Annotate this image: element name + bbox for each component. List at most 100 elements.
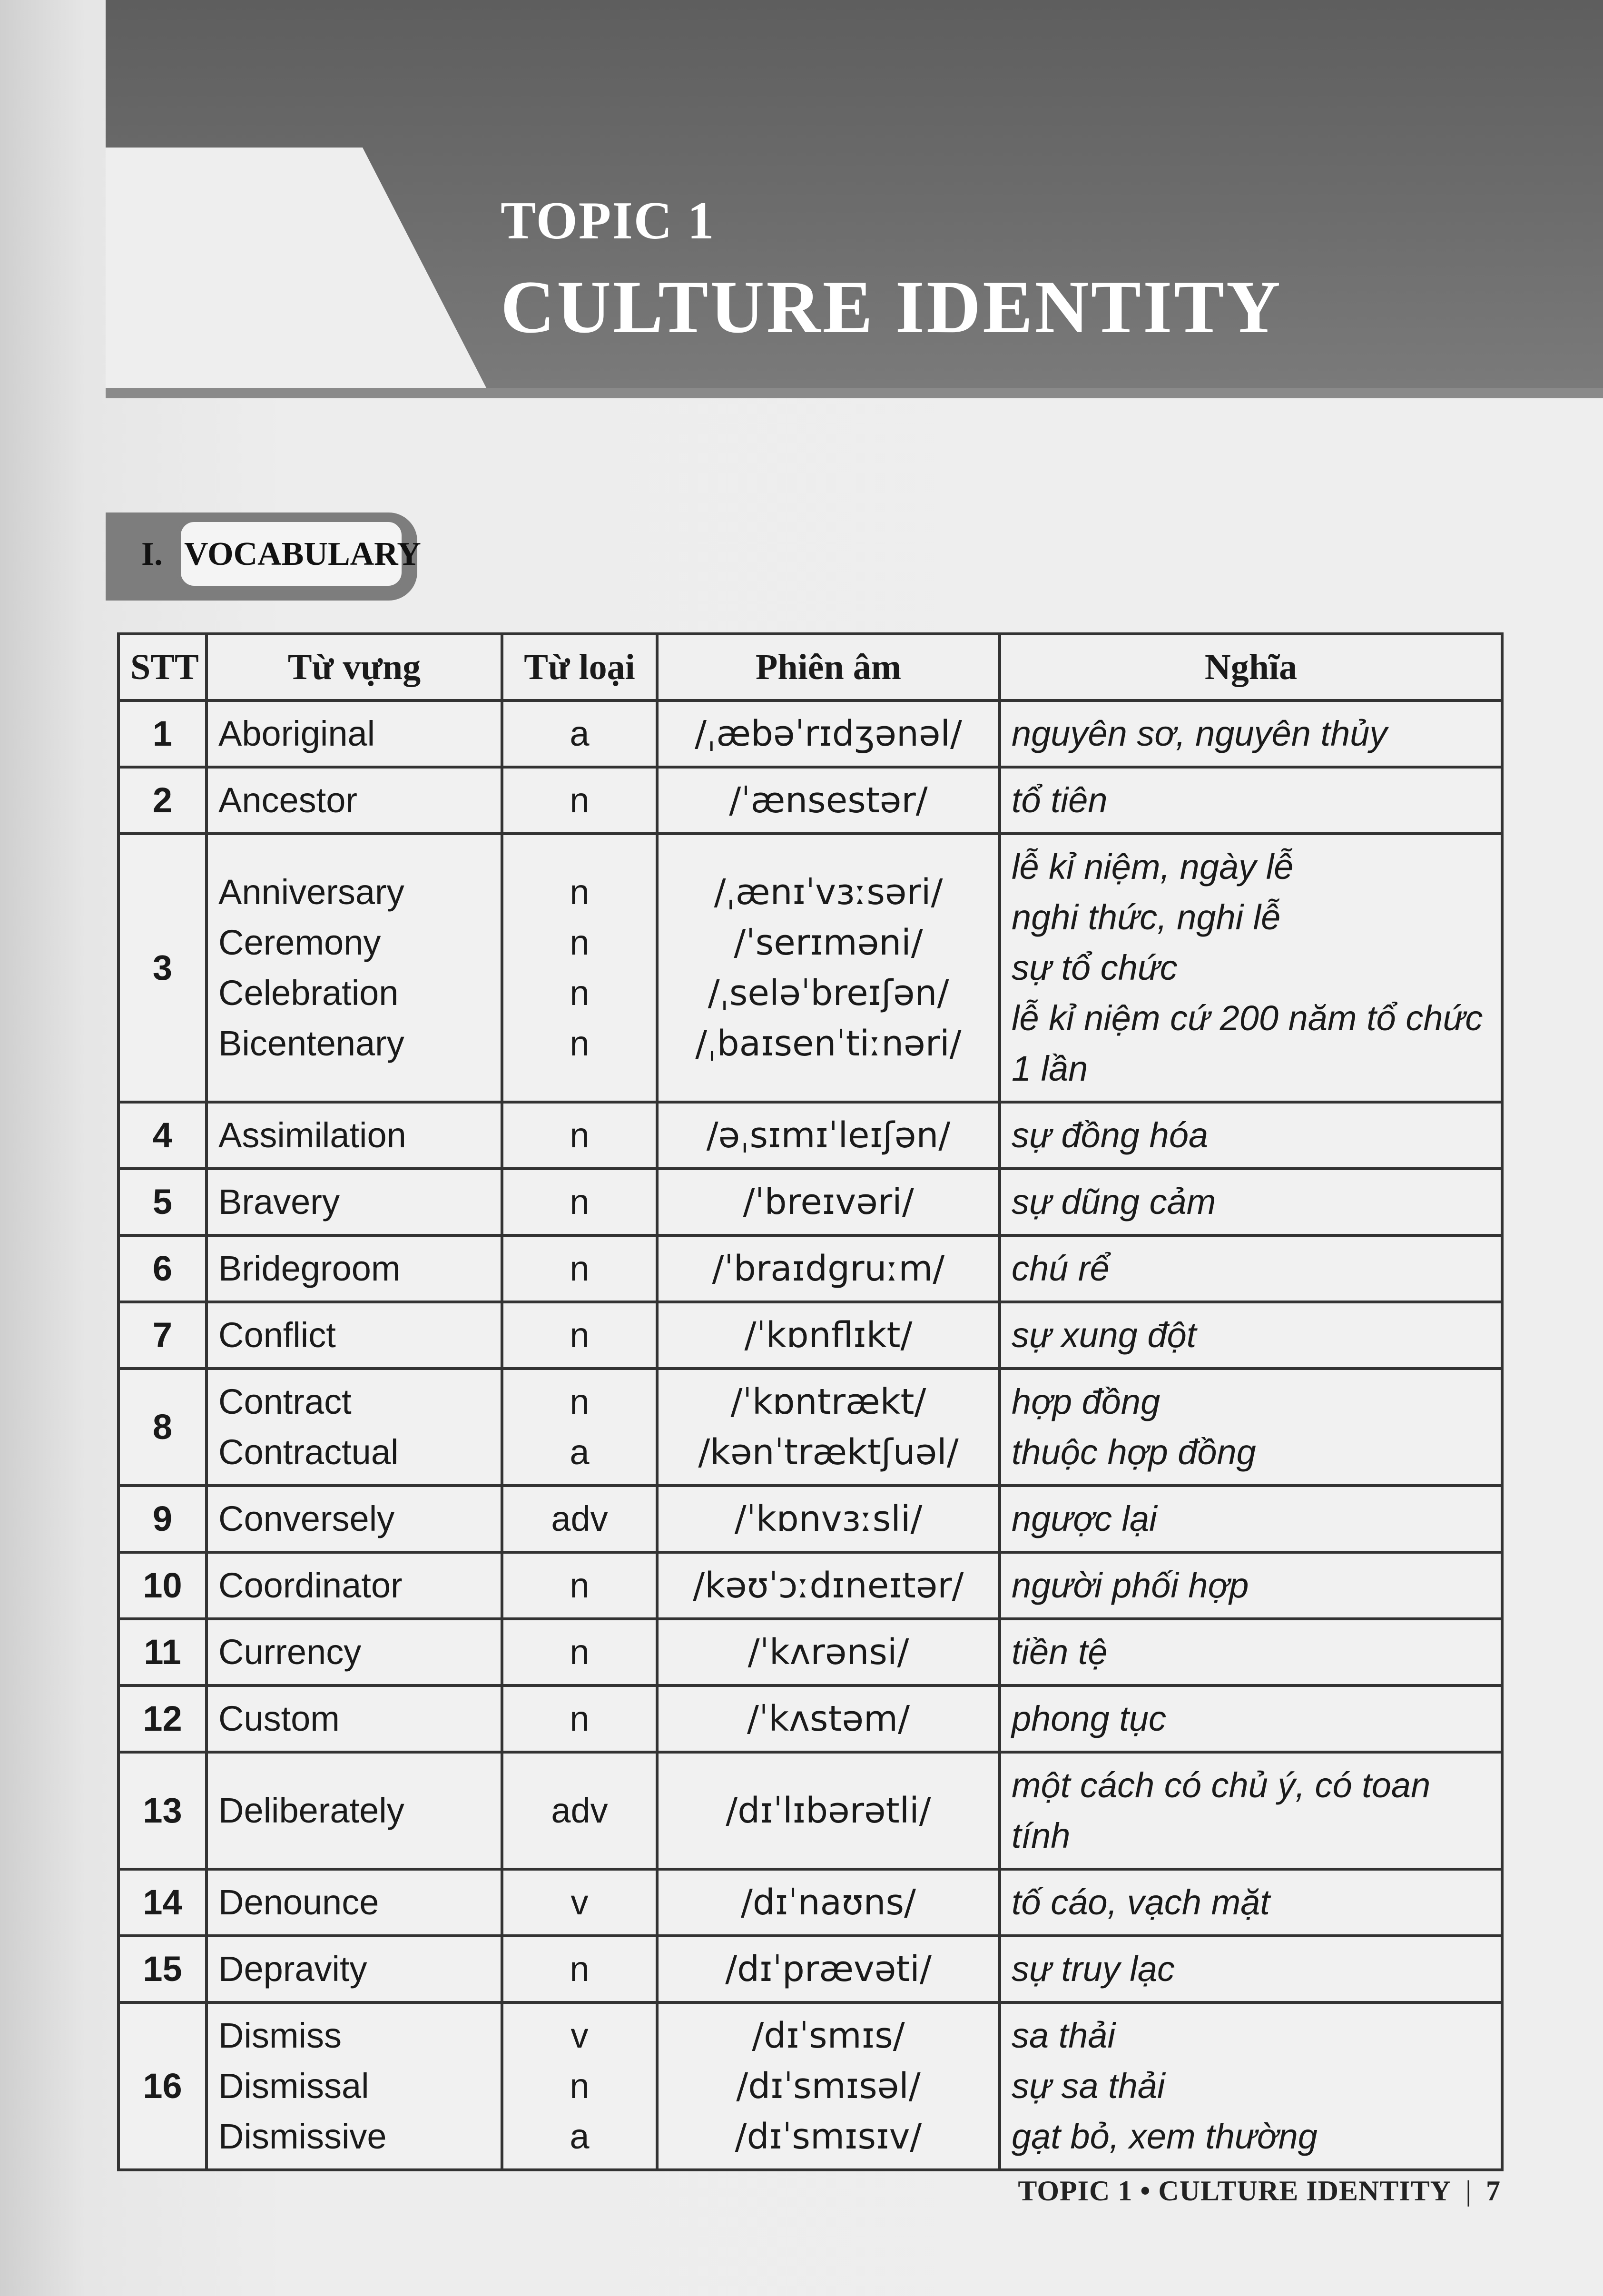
cell-meaning: ngược lại bbox=[998, 1484, 1504, 1554]
cell-pronunciation: /ˈkɒntrækt/ /kənˈtræktʃuəl/ bbox=[656, 1367, 1001, 1487]
table-header-row: STT Từ vựng Từ loại Phiên âm Nghĩa bbox=[117, 632, 1504, 702]
cell-word-line: Custom bbox=[218, 1699, 340, 1738]
cell-stt: 6 bbox=[117, 1234, 208, 1303]
table-row: 9 Conversely adv/ˈkɒnvɜːsli/ngược lại bbox=[117, 1484, 1504, 1554]
cell-meaning-line: sự đồng hóa bbox=[1012, 1115, 1209, 1155]
cell-meaning-line: sự truy lạc bbox=[1012, 1949, 1175, 1989]
topic-label: TOPIC 1 bbox=[501, 191, 715, 250]
cell-pronunciation-line: /ˌbaɪsenˈtiːnəri/ bbox=[695, 1023, 962, 1064]
cell-part-of-speech-line: adv bbox=[551, 1499, 608, 1538]
cell-word-line: Dismissal bbox=[218, 2066, 369, 2106]
cell-part-of-speech: n bbox=[501, 1301, 659, 1370]
cell-word-line: Contractual bbox=[218, 1432, 399, 1472]
cell-part-of-speech: n bbox=[501, 1934, 659, 2004]
cell-meaning-line: người phối hợp bbox=[1012, 1566, 1249, 1605]
cell-part-of-speech: n bbox=[501, 1551, 659, 1620]
cell-word-line: Ceremony bbox=[218, 923, 381, 962]
cell-pronunciation: /dɪˈnaʊns/ bbox=[656, 1868, 1001, 1937]
cell-stt: 7 bbox=[117, 1301, 208, 1370]
cell-meaning-line: lễ kỉ niệm, ngày lễ bbox=[1012, 847, 1294, 887]
cell-stt: 11 bbox=[117, 1617, 208, 1687]
cell-stt: 13 bbox=[117, 1751, 208, 1871]
cell-word-line: Bravery bbox=[218, 1182, 340, 1222]
cell-word: Custom bbox=[205, 1684, 503, 1754]
table-row: 15 Depravity n/dɪˈprævəti/sự truy lạc bbox=[117, 1934, 1504, 2004]
cell-word-line: Bridegroom bbox=[218, 1249, 401, 1288]
cell-stt: 3 bbox=[117, 832, 208, 1104]
cell-meaning-line: tổ tiên bbox=[1012, 780, 1108, 820]
cell-pronunciation-line: /dɪˈlɪbərətli/ bbox=[726, 1790, 931, 1831]
cell-word-line: Conflict bbox=[218, 1315, 336, 1355]
cell-part-of-speech-line: n bbox=[570, 1315, 590, 1355]
cell-meaning-line: thuộc hợp đồng bbox=[1012, 1432, 1256, 1472]
cell-meaning: chú rể bbox=[998, 1234, 1504, 1303]
section-heading: I. VOCABULARY bbox=[106, 512, 421, 601]
table-row: 13 Deliberately adv/dɪˈlɪbərətli/một cách … bbox=[117, 1751, 1504, 1871]
cell-word: Ancestor bbox=[205, 766, 503, 835]
footer-separator: | bbox=[1465, 2175, 1472, 2207]
cell-word-line: Depravity bbox=[218, 1949, 367, 1989]
cell-word-line: Denounce bbox=[218, 1882, 379, 1922]
cell-word: Depravity bbox=[205, 1934, 503, 2004]
header-rule bbox=[106, 388, 1603, 398]
table-row: 14 Denounce v/dɪˈnaʊns/tố cáo, vạch mặt bbox=[117, 1868, 1504, 1937]
cell-word: Bravery bbox=[205, 1167, 503, 1237]
cell-part-of-speech-line: v bbox=[570, 1882, 589, 1922]
cell-pronunciation-line: /ˈkʌstəm/ bbox=[747, 1698, 910, 1739]
page-footer: TOPIC 1 • CULTURE IDENTITY | 7 bbox=[1018, 2175, 1501, 2207]
cell-meaning-line: nguyên sơ, nguyên thủy bbox=[1012, 714, 1387, 753]
section-pill-box bbox=[177, 518, 405, 590]
cell-part-of-speech: n bbox=[501, 1617, 659, 1687]
cell-part-of-speech-line: n bbox=[570, 1249, 590, 1288]
cell-meaning: sa thải sự sa thải gạt bỏ, xem thường bbox=[998, 2001, 1504, 2171]
cell-word-line: Dismiss bbox=[218, 2016, 342, 2055]
cell-word: Currency bbox=[205, 1617, 503, 1687]
cell-part-of-speech-line: n bbox=[570, 1382, 590, 1421]
cell-part-of-speech-line: a bbox=[570, 1432, 590, 1472]
cell-part-of-speech-line: a bbox=[570, 714, 590, 753]
cell-part-of-speech-line: n bbox=[570, 1182, 590, 1222]
cell-meaning: người phối hợp bbox=[998, 1551, 1504, 1620]
cell-word: Deliberately bbox=[205, 1751, 503, 1871]
cell-word-line: Conversely bbox=[218, 1499, 395, 1538]
cell-pronunciation-line: /ˌæbəˈrɪdʒənəl/ bbox=[695, 713, 962, 754]
cell-meaning-line: sa thải bbox=[1012, 2016, 1116, 2055]
topic-title: CULTURE IDENTITY bbox=[501, 266, 1282, 349]
cell-part-of-speech-line: n bbox=[570, 872, 590, 912]
cell-pronunciation-line: /dɪˈsmɪs/ bbox=[752, 2015, 905, 2056]
table-row: 1 Aboriginal a/ˌæbəˈrɪdʒənəl/nguyên sơ, ng… bbox=[117, 699, 1504, 769]
cell-stt: 10 bbox=[117, 1551, 208, 1620]
cell-part-of-speech-line: n bbox=[570, 1949, 590, 1989]
column-header-meaning: Nghĩa bbox=[998, 632, 1504, 702]
cell-stt: 5 bbox=[117, 1167, 208, 1237]
cell-pronunciation: /ˈkɒnflɪkt/ bbox=[656, 1301, 1001, 1370]
cell-word-line: Deliberately bbox=[218, 1791, 404, 1830]
cell-word: Conflict bbox=[205, 1301, 503, 1370]
cell-word-line: Assimilation bbox=[218, 1115, 406, 1155]
cell-pronunciation-line: /dɪˈsmɪsəl/ bbox=[736, 2066, 921, 2107]
cell-part-of-speech-line: adv bbox=[551, 1791, 608, 1830]
column-header-stt: STT bbox=[117, 632, 208, 702]
cell-meaning-line: nghi thức, nghi lễ bbox=[1012, 897, 1281, 937]
table-row: 2 Ancestor n/ˈænsestər/tổ tiên bbox=[117, 766, 1504, 835]
cell-word: Dismiss Dismissal Dismissive bbox=[205, 2001, 503, 2171]
section-name: VOCABULARY bbox=[184, 536, 421, 572]
cell-meaning-line: gạt bỏ, xem thường bbox=[1012, 2117, 1318, 2156]
table-row: 16 Dismiss Dismissal Dismissive v n a/dɪˈsmɪs/… bbox=[117, 2001, 1504, 2171]
cell-pronunciation: /ˈbreɪvəri/ bbox=[656, 1167, 1001, 1237]
cell-meaning: sự truy lạc bbox=[998, 1934, 1504, 2004]
cell-part-of-speech-line: a bbox=[570, 2117, 590, 2156]
cell-meaning-line: tố cáo, vạch mặt bbox=[1012, 1882, 1270, 1922]
cell-pronunciation-line: /ˌseləˈbreɪʃən/ bbox=[708, 973, 949, 1014]
cell-word: Assimilation bbox=[205, 1101, 503, 1170]
table-row: 3 Anniversary Ceremony Celebration Bicentena… bbox=[117, 832, 1504, 1104]
cell-word-line: Bicentenary bbox=[218, 1024, 404, 1063]
cell-meaning: phong tục bbox=[998, 1684, 1504, 1754]
cell-part-of-speech: adv bbox=[501, 1484, 659, 1554]
cell-meaning: sự đồng hóa bbox=[998, 1101, 1504, 1170]
cell-word: Anniversary Ceremony Celebration Bicentenar… bbox=[205, 832, 503, 1104]
cell-stt: 15 bbox=[117, 1934, 208, 2004]
cell-meaning: một cách có chủ ý, có toan tính bbox=[998, 1751, 1504, 1871]
cell-meaning-line: hợp đồng bbox=[1012, 1382, 1160, 1421]
